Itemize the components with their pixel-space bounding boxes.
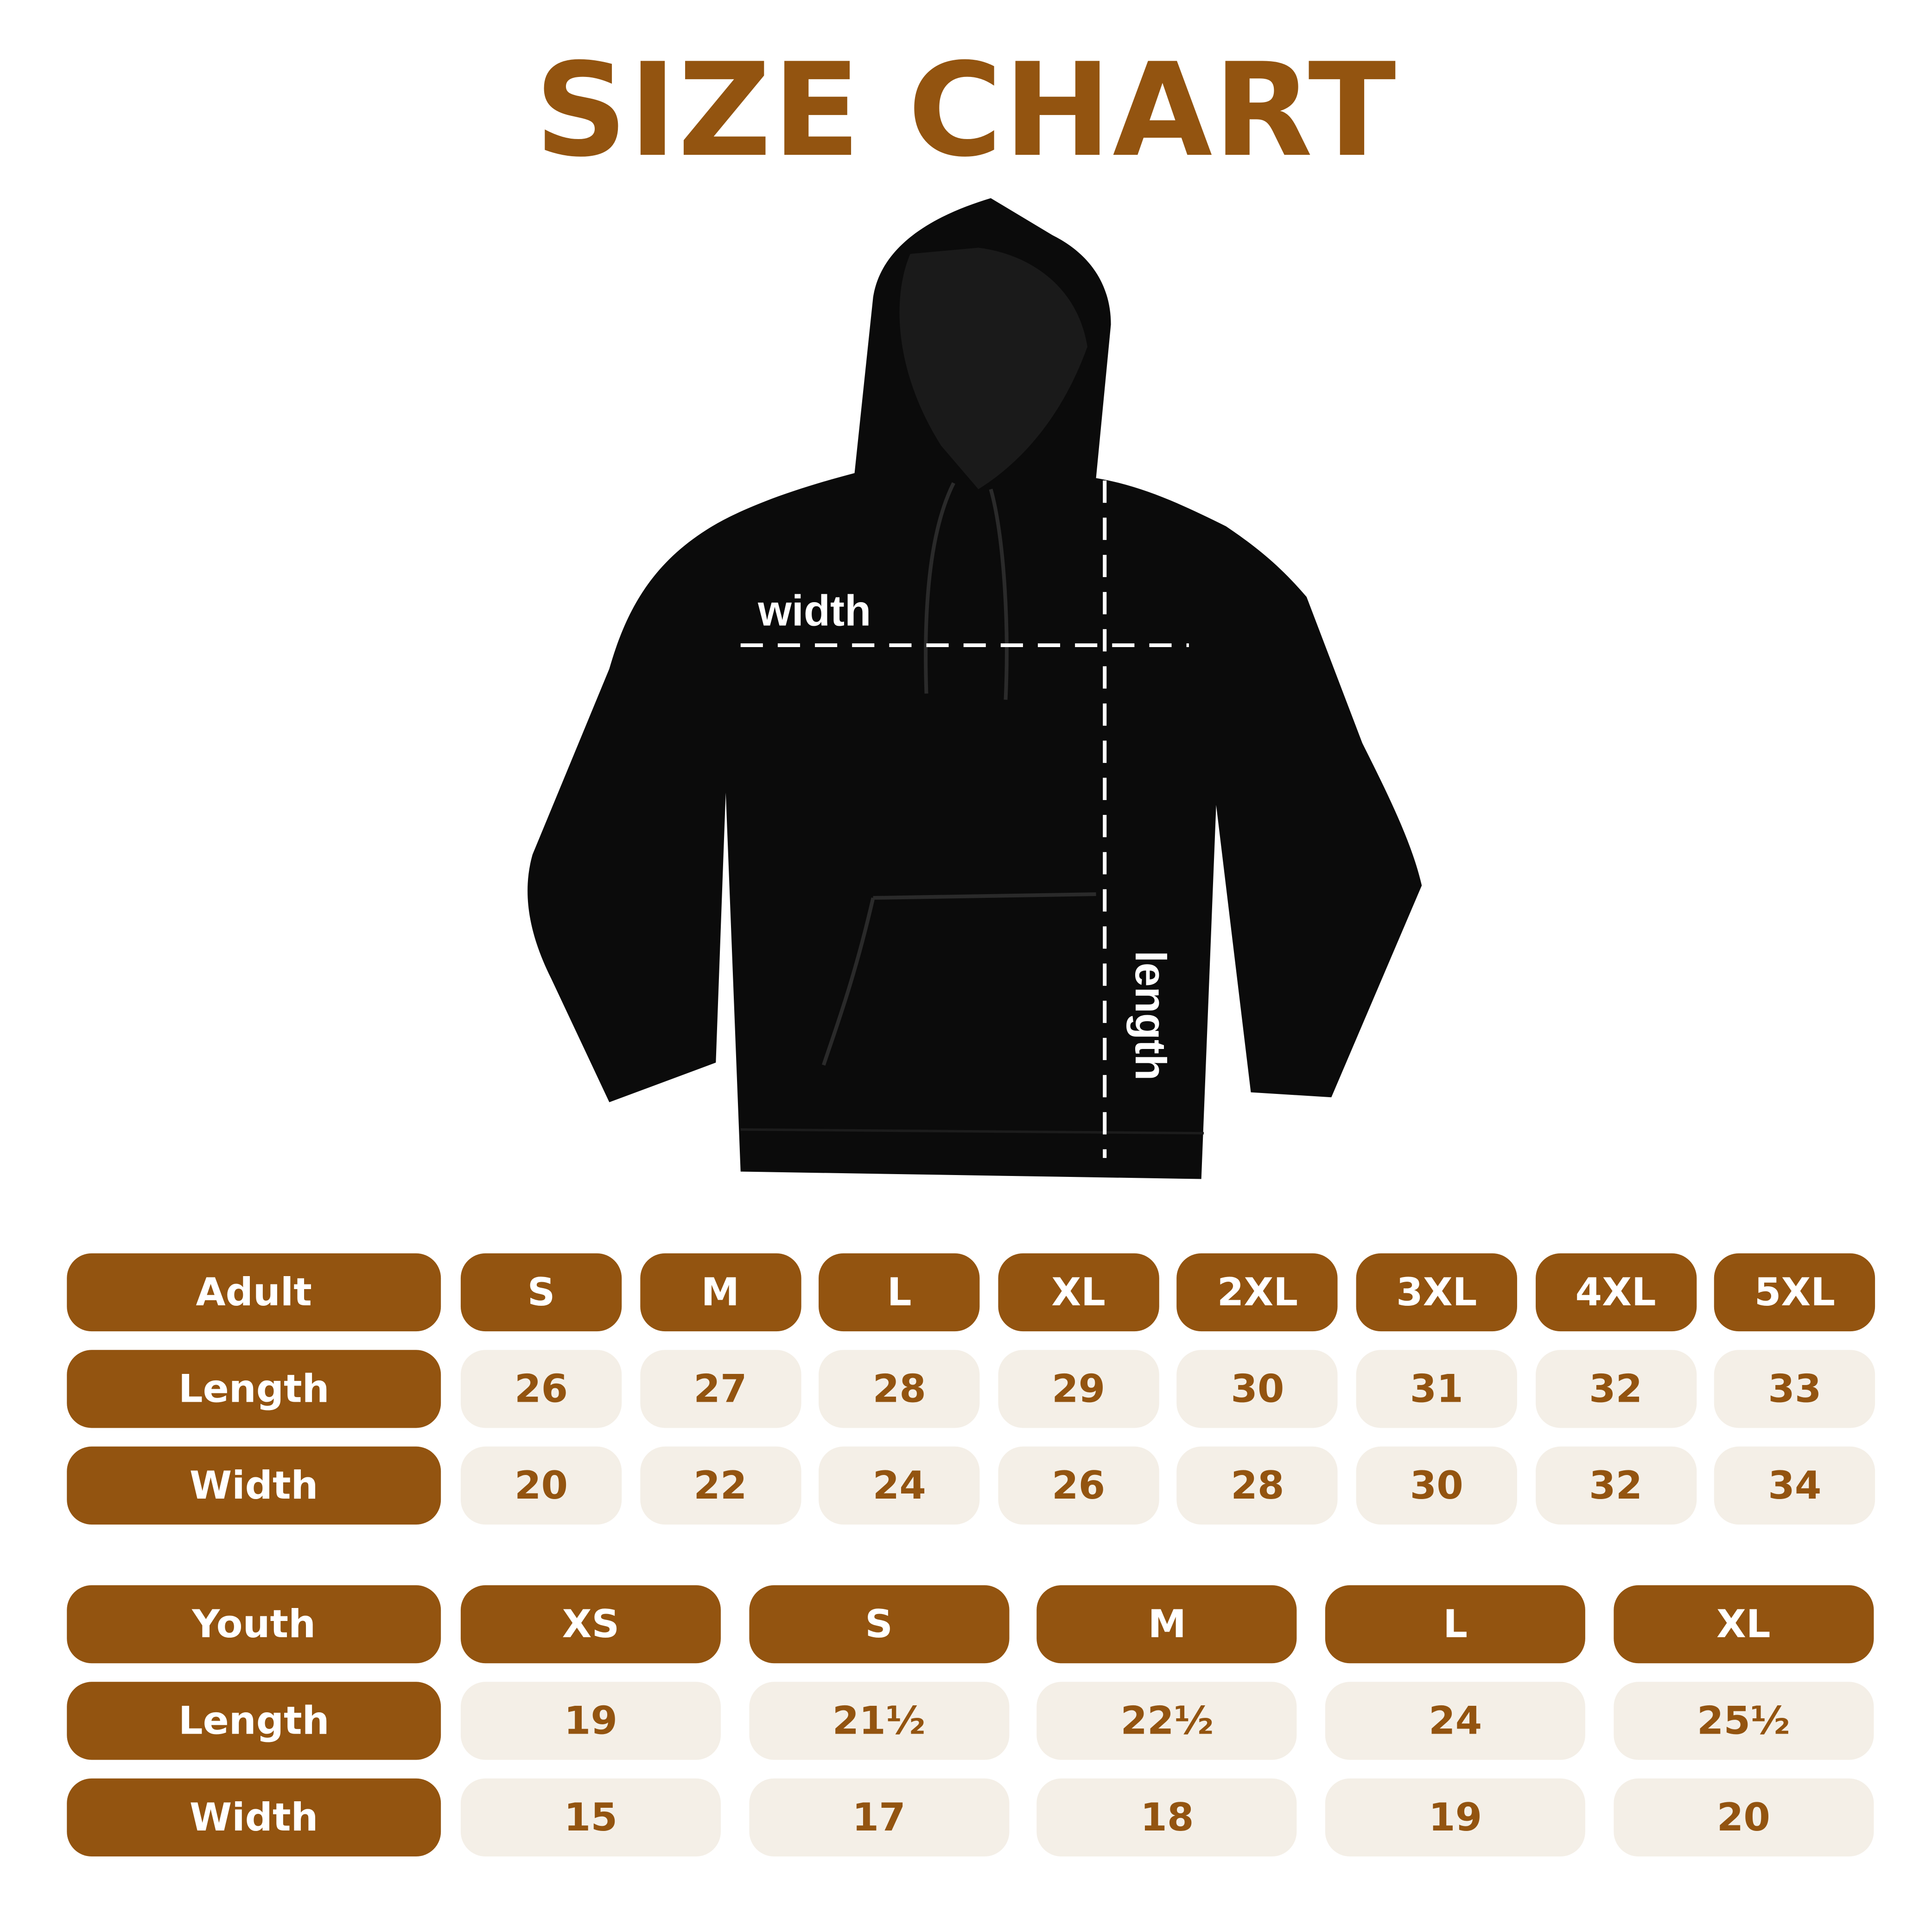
youth-value-cell: 21½ bbox=[749, 1682, 1009, 1760]
adult-value-cell: 30 bbox=[1356, 1446, 1517, 1525]
youth-value-cell: 15 bbox=[460, 1778, 721, 1857]
width-label: width bbox=[758, 587, 871, 636]
adult-value-cell: 20 bbox=[460, 1446, 622, 1525]
adult-value-cell: 31 bbox=[1356, 1350, 1517, 1428]
adult-value-cell: 32 bbox=[1535, 1350, 1697, 1428]
adult-size-header: 3XL bbox=[1356, 1253, 1517, 1332]
youth-size-header: M bbox=[1037, 1585, 1297, 1664]
adult-row-label: Length bbox=[67, 1350, 441, 1428]
youth-value-cell: 22½ bbox=[1037, 1682, 1297, 1760]
youth-value-cell: 25½ bbox=[1613, 1682, 1874, 1760]
length-label: length bbox=[1125, 950, 1174, 1081]
youth-size-header: XL bbox=[1613, 1585, 1874, 1664]
adult-header-label: Adult bbox=[67, 1253, 441, 1332]
youth-value-cell: 19 bbox=[1325, 1778, 1586, 1857]
youth-value-cell: 18 bbox=[1037, 1778, 1297, 1857]
adult-value-cell: 29 bbox=[998, 1350, 1159, 1428]
youth-row-label: Width bbox=[67, 1778, 441, 1857]
youth-value-cell: 17 bbox=[749, 1778, 1009, 1857]
adult-size-header: XL bbox=[998, 1253, 1159, 1332]
adult-value-cell: 28 bbox=[1177, 1446, 1338, 1525]
adult-value-cell: 24 bbox=[819, 1446, 980, 1525]
adult-value-cell: 26 bbox=[460, 1350, 622, 1428]
adult-value-cell: 28 bbox=[819, 1350, 980, 1428]
youth-value-cell: 19 bbox=[460, 1682, 721, 1760]
youth-value-cell: 20 bbox=[1613, 1778, 1874, 1857]
adult-size-header: M bbox=[640, 1253, 801, 1332]
adult-value-cell: 32 bbox=[1535, 1446, 1697, 1525]
adult-row-label: Width bbox=[67, 1446, 441, 1525]
hoodie-illustration bbox=[527, 198, 1422, 1179]
adult-value-cell: 33 bbox=[1714, 1350, 1875, 1428]
youth-size-header: L bbox=[1325, 1585, 1586, 1664]
adult-size-header: S bbox=[460, 1253, 622, 1332]
youth-header-label: Youth bbox=[67, 1585, 441, 1664]
page-title: SIZE CHART bbox=[534, 34, 1398, 186]
youth-row-label: Length bbox=[67, 1682, 441, 1760]
adult-value-cell: 26 bbox=[998, 1446, 1159, 1525]
youth-value-cell: 24 bbox=[1325, 1682, 1586, 1760]
adult-size-header: 5XL bbox=[1714, 1253, 1875, 1332]
youth-size-header: S bbox=[749, 1585, 1009, 1664]
adult-size-header: 4XL bbox=[1535, 1253, 1697, 1332]
adult-size-header: 2XL bbox=[1177, 1253, 1338, 1332]
youth-size-header: XS bbox=[460, 1585, 721, 1664]
adult-value-cell: 27 bbox=[640, 1350, 801, 1428]
adult-value-cell: 34 bbox=[1714, 1446, 1875, 1525]
adult-value-cell: 30 bbox=[1177, 1350, 1338, 1428]
adult-value-cell: 22 bbox=[640, 1446, 801, 1525]
adult-size-header: L bbox=[819, 1253, 980, 1332]
